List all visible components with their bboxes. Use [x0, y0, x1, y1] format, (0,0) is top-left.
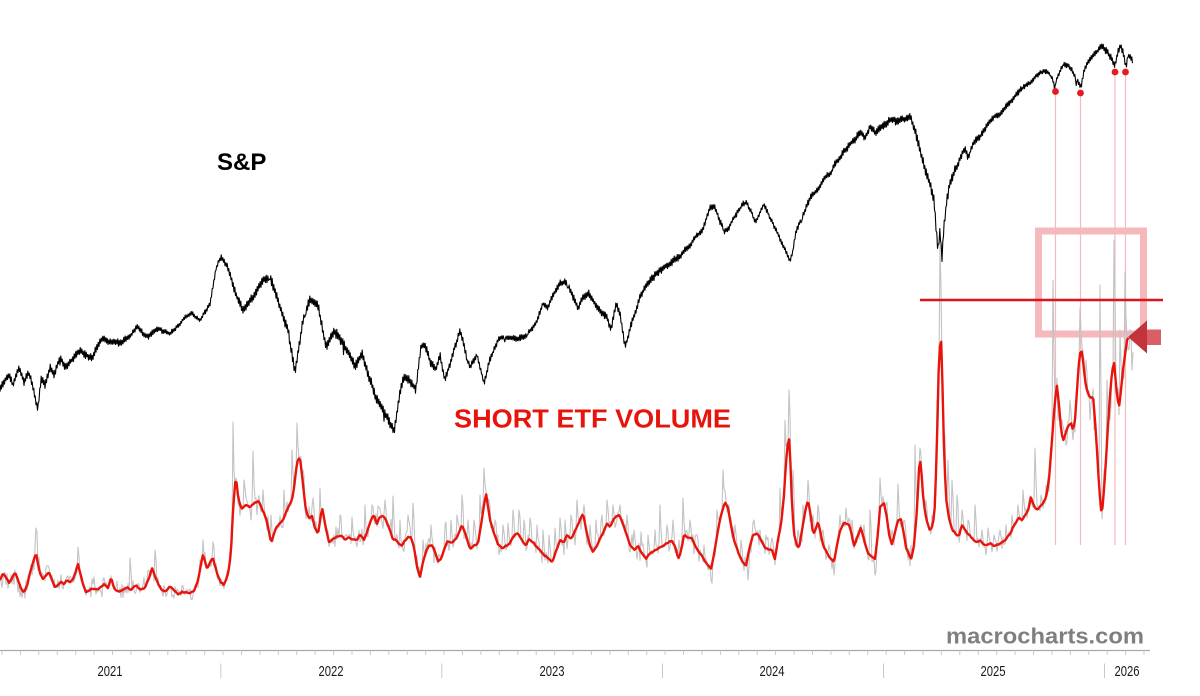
- svg-text:S&P: S&P: [217, 149, 266, 176]
- svg-text:macrocharts.com: macrocharts.com: [946, 624, 1144, 649]
- svg-text:2021: 2021: [98, 663, 123, 680]
- svg-text:2024: 2024: [760, 663, 785, 680]
- svg-text:2025: 2025: [981, 663, 1006, 680]
- svg-text:2022: 2022: [319, 663, 344, 680]
- svg-text:SHORT ETF VOLUME: SHORT ETF VOLUME: [454, 404, 731, 434]
- svg-text:2023: 2023: [540, 663, 565, 680]
- svg-text:2026: 2026: [1115, 663, 1140, 680]
